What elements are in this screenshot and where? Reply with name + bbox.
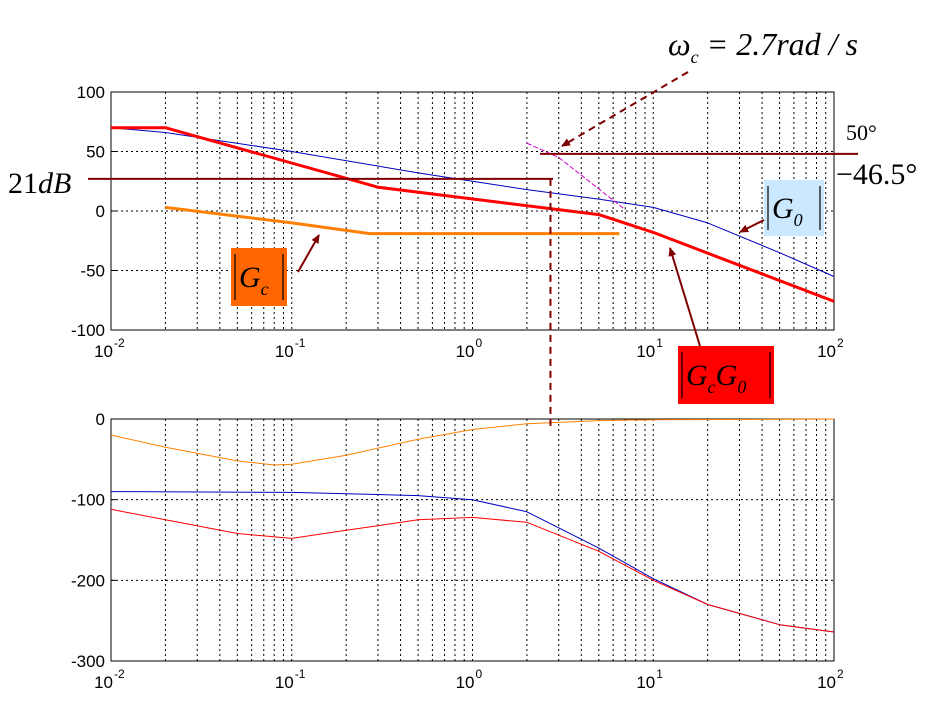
magnitude-grid [110, 91, 835, 331]
svg-text:2: 2 [837, 336, 844, 350]
phase-gcg0_phase-line [110, 508, 835, 633]
svg-text:10: 10 [275, 673, 294, 692]
magnitude-g0-line [110, 127, 835, 277]
magnitude-series [110, 126, 835, 303]
magnitude-gcg0-line [111, 126, 835, 303]
g0-magnitude-label: G0 [764, 180, 824, 236]
magnitude-xtick-label: 10 2 [817, 336, 844, 361]
svg-text:10: 10 [94, 342, 113, 361]
svg-text:10: 10 [94, 673, 113, 692]
svg-text:-2: -2 [114, 336, 125, 350]
phase-xtick-label: 10 -2 [94, 667, 125, 692]
gain-db-label: 21dB [8, 167, 71, 200]
magnitude-asymptote-line [526, 142, 626, 211]
svg-text:0: 0 [476, 336, 483, 350]
svg-text:0: 0 [476, 667, 483, 681]
phase-ytick-label: -200 [71, 571, 105, 590]
gc-magnitude-label: Gc [231, 248, 287, 306]
phase-ytick-label: -100 [71, 491, 105, 510]
svg-text:-2: -2 [114, 667, 125, 681]
svg-text:2: 2 [837, 667, 844, 681]
gc-label-arrow [297, 234, 320, 273]
magnitude-xtick-label: 10 -2 [94, 336, 125, 361]
phase-xtick-label: 10 -1 [275, 667, 306, 692]
svg-text:G0: G0 [772, 192, 803, 230]
phase-gc_phase-line [110, 418, 835, 466]
svg-text:10: 10 [275, 342, 294, 361]
svg-text:10: 10 [456, 342, 475, 361]
svg-text:Gc: Gc [239, 261, 269, 299]
phase-xtick-label: 10 0 [456, 667, 483, 692]
crossover-arrow [561, 71, 689, 147]
g0-label-arrow [739, 219, 765, 233]
svg-text:10: 10 [817, 673, 836, 692]
magnitude-ytick-label: -100 [71, 321, 105, 340]
phase-xtick-label: 10 1 [636, 667, 663, 692]
svg-text:-1: -1 [295, 336, 306, 350]
magnitude-gc-line [165, 205, 620, 236]
phase-series [110, 418, 835, 633]
svg-text:10: 10 [456, 673, 475, 692]
magnitude-ytick-label: 100 [77, 83, 105, 102]
phase-ytick-label: -300 [71, 652, 105, 671]
magnitude-xtick-label: 10 1 [636, 336, 663, 361]
phase-ytick-label: 0 [96, 410, 105, 429]
magnitude-ytick-label: 0 [96, 202, 105, 221]
svg-text:10: 10 [817, 342, 836, 361]
gcg0-label-arrow [668, 247, 701, 347]
svg-text:10: 10 [636, 673, 655, 692]
magnitude-xtick-label: 10 -1 [275, 336, 306, 361]
gcg0-magnitude-label: GcG0 [678, 346, 774, 404]
phase-margin-label: 50° [846, 120, 877, 145]
phase-grid [110, 418, 835, 662]
magnitude-xtick-label: 10 0 [456, 336, 483, 361]
svg-text:-1: -1 [295, 667, 306, 681]
svg-text:1: 1 [656, 667, 663, 681]
magnitude-ytick-label: -50 [80, 262, 105, 281]
phase-value-label: −46.5° [836, 158, 917, 191]
svg-text:GcG0: GcG0 [686, 359, 746, 397]
phase-xtick-label: 10 2 [817, 667, 844, 692]
svg-text:1: 1 [656, 336, 663, 350]
magnitude-ytick-label: 50 [86, 143, 105, 162]
crossover-label: ωc = 2.7rad / s [668, 26, 858, 67]
phase-axes-frame [110, 418, 835, 662]
svg-text:10: 10 [636, 342, 655, 361]
